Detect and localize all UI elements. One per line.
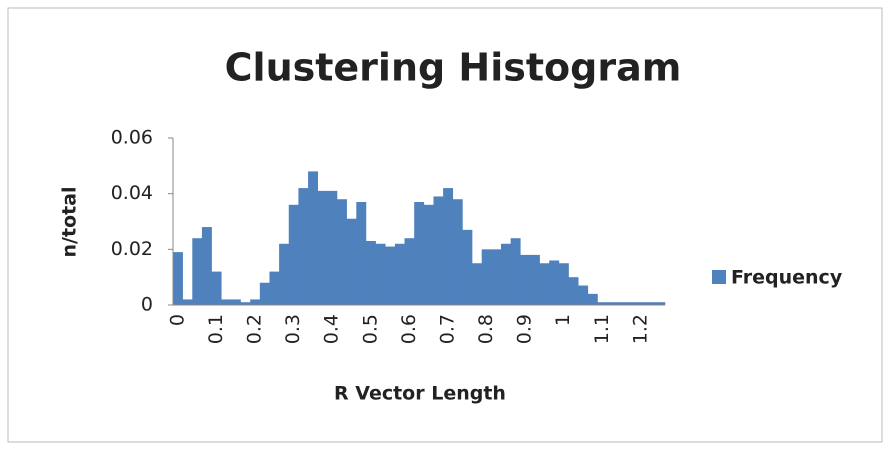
x-tick-label: 0.5 xyxy=(359,314,381,344)
y-tick-label: 0.02 xyxy=(111,238,153,260)
bar xyxy=(240,302,251,305)
bar xyxy=(597,302,608,305)
bar xyxy=(578,285,589,305)
bar xyxy=(346,218,357,305)
bar xyxy=(568,277,579,305)
bar xyxy=(337,199,347,305)
bar xyxy=(230,299,241,305)
x-tick-label: 0.6 xyxy=(398,314,420,344)
bar xyxy=(269,271,280,305)
y-tick-label: 0.06 xyxy=(111,127,153,149)
bar xyxy=(394,243,405,305)
bar xyxy=(443,188,454,305)
bar xyxy=(201,227,212,305)
bar xyxy=(365,240,376,305)
bar xyxy=(433,196,444,305)
bar xyxy=(279,243,290,305)
bar xyxy=(452,199,463,305)
bar xyxy=(655,302,666,305)
y-tick-label: 0.04 xyxy=(111,182,153,204)
x-tick-label: 0 xyxy=(166,314,188,326)
bar xyxy=(529,254,540,305)
bar xyxy=(607,302,618,305)
x-tick-label: 0.1 xyxy=(205,314,227,344)
bar xyxy=(221,299,232,305)
bar xyxy=(414,202,425,305)
x-tick-label: 0.3 xyxy=(282,314,304,344)
x-axis-title: R Vector Length xyxy=(334,383,506,405)
bar xyxy=(626,302,637,305)
bar xyxy=(288,204,299,305)
bar xyxy=(539,263,550,305)
bar xyxy=(250,299,261,305)
x-tick-label: 1 xyxy=(552,314,574,326)
bar xyxy=(636,302,647,305)
bar xyxy=(501,243,511,305)
bar xyxy=(491,249,502,305)
bar xyxy=(308,171,319,305)
bar xyxy=(327,190,338,305)
bar xyxy=(645,302,656,305)
bar xyxy=(481,249,492,305)
y-tick-label: 0 xyxy=(141,294,153,316)
bar xyxy=(211,271,222,305)
x-tick-label: 0.8 xyxy=(475,314,497,344)
x-tick-label: 0.9 xyxy=(514,314,536,344)
bar xyxy=(587,293,598,305)
bar xyxy=(385,246,396,305)
x-tick-label: 0.2 xyxy=(244,314,266,344)
bar xyxy=(375,243,386,305)
x-tick-label: 1.1 xyxy=(591,314,613,344)
x-tick-label: 0.4 xyxy=(321,314,343,344)
bar xyxy=(549,260,560,305)
x-tick-label: 0.7 xyxy=(436,314,458,344)
legend-label: Frequency xyxy=(731,267,843,289)
bar xyxy=(558,263,569,305)
bar xyxy=(192,238,203,305)
bar xyxy=(462,229,473,305)
bar xyxy=(472,263,483,305)
bar xyxy=(510,238,521,305)
bar xyxy=(356,202,367,305)
bar xyxy=(298,188,309,305)
bar xyxy=(173,252,183,305)
bar xyxy=(182,299,193,305)
y-axis-title: n/total xyxy=(59,186,81,257)
bar xyxy=(423,204,434,305)
chart-title: Clustering Histogram xyxy=(225,46,682,90)
bar xyxy=(259,282,270,305)
legend-swatch xyxy=(712,270,726,284)
bar xyxy=(404,238,415,305)
bar xyxy=(520,254,531,305)
x-tick-label: 1.2 xyxy=(629,314,651,344)
bar xyxy=(317,190,328,305)
bar xyxy=(616,302,627,305)
